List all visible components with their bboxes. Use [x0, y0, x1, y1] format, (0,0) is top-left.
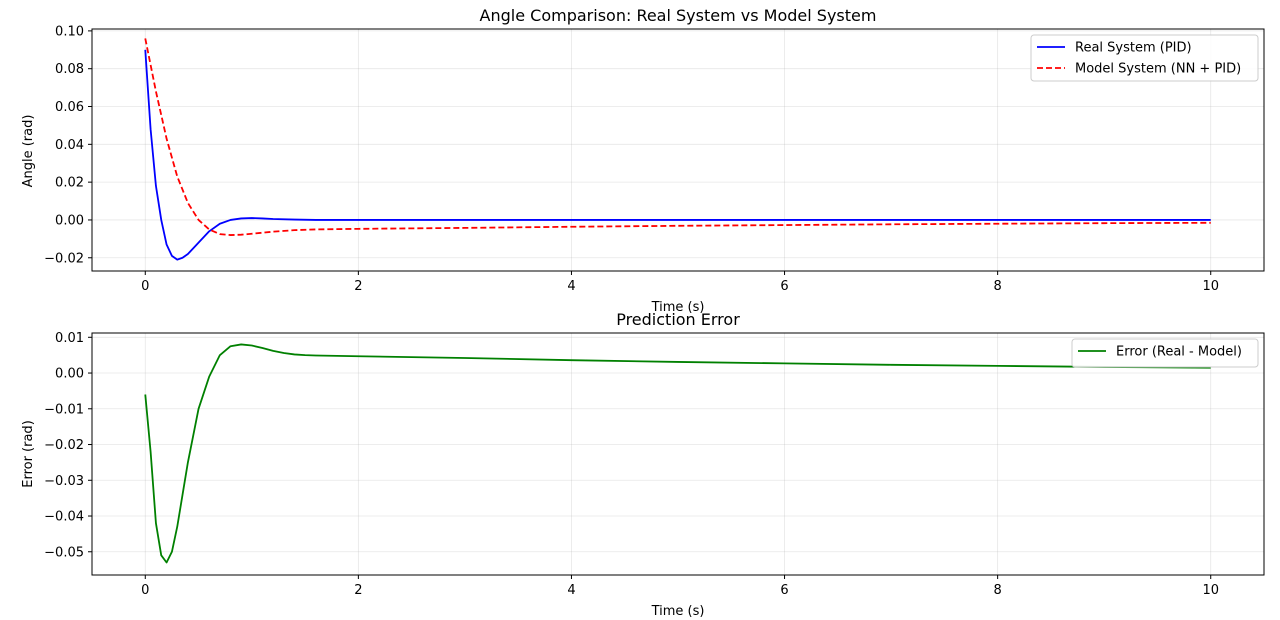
x-tick-label: 10 [1202, 279, 1219, 294]
series-line-0 [144, 49, 1211, 261]
x-tick-label: 8 [993, 279, 1001, 294]
y-tick-label: 0.00 [55, 367, 84, 382]
y-tick-label: 0.04 [55, 138, 84, 153]
chart-title: Angle Comparison: Real System vs Model S… [480, 6, 877, 25]
legend-label: Real System (PID) [1075, 41, 1192, 56]
x-tick-label: 4 [567, 583, 575, 598]
x-tick-label: 6 [780, 279, 788, 294]
x-axis-label: Time (s) [651, 604, 705, 619]
y-tick-label: −0.01 [44, 402, 84, 417]
series-line-0 [144, 343, 1211, 564]
y-tick-label: 0.00 [55, 213, 84, 228]
y-tick-label: 0.08 [55, 62, 84, 77]
legend: Error (Real - Model) [1071, 338, 1259, 368]
legend-label: Model System (NN + PID) [1075, 62, 1241, 77]
y-tick-label: −0.02 [44, 438, 84, 453]
legend-box [1071, 338, 1259, 368]
prediction-error-chart: Prediction Error Time (s) Error (rad) 0 2… [21, 310, 1265, 619]
legend-box [1030, 34, 1259, 82]
ticks: 0 2 4 6 8 10 −0.02 0.00 0.02 0.04 0.06 0.08 0.10 [44, 24, 1219, 294]
y-tick-label: 0.01 [55, 331, 84, 346]
x-tick-label: 4 [567, 279, 575, 294]
y-tick-label: −0.02 [44, 251, 84, 266]
plot-frame [91, 332, 1265, 576]
ticks: 0 2 4 6 8 10 −0.05 −0.04 −0.03 −0.02 −0.01 0.00 0.01 [44, 331, 1219, 598]
y-tick-label: −0.04 [44, 510, 84, 525]
x-tick-label: 2 [354, 583, 362, 598]
x-tick-label: 10 [1202, 583, 1219, 598]
legend-label: Error (Real - Model) [1116, 345, 1242, 360]
x-tick-label: 8 [993, 583, 1001, 598]
y-axis-label: Angle (rad) [21, 115, 36, 188]
y-tick-label: 0.02 [55, 176, 84, 191]
y-tick-label: 0.10 [55, 24, 84, 39]
series-group [144, 343, 1211, 564]
x-tick-label: 6 [780, 583, 788, 598]
y-axis-label: Error (rad) [21, 420, 36, 488]
angle-comparison-chart: Angle Comparison: Real System vs Model S… [21, 6, 1265, 315]
x-tick-label: 0 [141, 583, 149, 598]
y-tick-label: −0.03 [44, 474, 84, 489]
x-tick-label: 0 [141, 279, 149, 294]
y-tick-label: −0.05 [44, 545, 84, 560]
series-group [144, 38, 1211, 261]
x-axis-label: Time (s) [651, 300, 705, 315]
chart-title: Prediction Error [616, 310, 740, 329]
plot-frame [91, 28, 1265, 272]
grid [92, 333, 1264, 575]
legend: Real System (PID) Model System (NN + PID) [1030, 34, 1259, 82]
y-tick-label: 0.06 [55, 100, 84, 115]
x-tick-label: 2 [354, 279, 362, 294]
